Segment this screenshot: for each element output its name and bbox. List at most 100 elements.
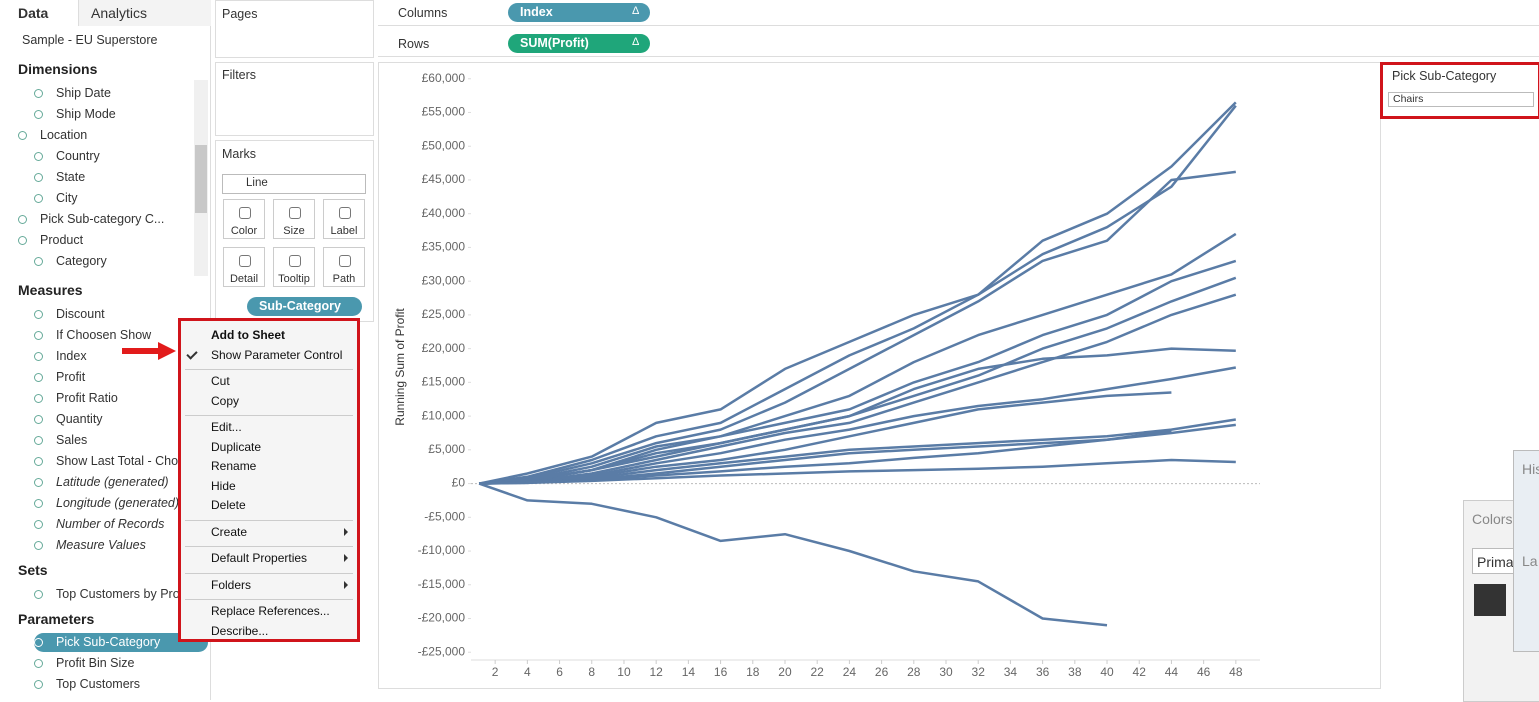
- menu-item[interactable]: Duplicate: [211, 439, 262, 454]
- field-icon: [34, 194, 43, 203]
- field-item[interactable]: Number of Records: [56, 517, 165, 531]
- menu-item[interactable]: Edit...: [211, 420, 242, 434]
- field-icon: [18, 131, 27, 140]
- menu-separator: [185, 519, 353, 521]
- field-item[interactable]: Discount: [56, 307, 105, 321]
- series-line: [479, 232, 1237, 485]
- menu-item[interactable]: Copy: [211, 393, 240, 408]
- selected-highlight: [34, 633, 208, 652]
- series-line: [478, 104, 1237, 485]
- field-item[interactable]: If Choosen Show: [56, 328, 152, 342]
- field-item[interactable]: Profit: [56, 370, 86, 384]
- x-tick-label: 32: [972, 665, 986, 679]
- mark-type-dropdown[interactable]: [222, 174, 366, 194]
- y-tick-label: £10,000: [422, 408, 466, 422]
- menu-item[interactable]: Cut: [211, 374, 230, 388]
- field-item[interactable]: Top Customers: [56, 677, 141, 691]
- history-window: [1513, 450, 1539, 652]
- field-item[interactable]: Show Last Total - Choos: [56, 454, 192, 468]
- field-item[interactable]: Longitude (generated): [56, 496, 180, 510]
- field-icon: [18, 236, 27, 245]
- menu-item[interactable]: Default Properties: [211, 551, 308, 565]
- menu-item[interactable]: Folders: [211, 577, 252, 592]
- field-item[interactable]: Location: [40, 128, 88, 142]
- x-tick-label: 30: [939, 665, 953, 679]
- analytics-tab[interactable]: Analytics: [91, 5, 148, 21]
- x-tick-label: 40: [1100, 665, 1114, 679]
- menu-item[interactable]: Describe...: [211, 623, 269, 638]
- detail-pill[interactable]: Sub-Category: [247, 297, 362, 316]
- dimensions-header: Dimensions: [18, 61, 98, 77]
- field-item[interactable]: Top Customers by Profit: [56, 587, 190, 601]
- field-item[interactable]: Index: [56, 349, 87, 363]
- mark-button[interactable]: Tooltip: [273, 247, 315, 287]
- scroll-thumb: [195, 145, 207, 213]
- field-icon: [34, 152, 43, 161]
- field-item[interactable]: Country: [56, 149, 100, 163]
- x-tick-label: 28: [907, 665, 921, 679]
- marks-label: Marks: [222, 147, 257, 161]
- field-item[interactable]: Measure Values: [56, 538, 146, 552]
- parameter-dropdown[interactable]: Chairs: [1388, 92, 1534, 107]
- field-icon: [34, 499, 43, 508]
- field-icon: [34, 638, 43, 647]
- field-icon: [34, 373, 43, 382]
- mark-button[interactable]: Size: [273, 199, 315, 239]
- series-line: [479, 458, 1236, 485]
- rows-delta: Δ: [632, 36, 640, 48]
- field-item[interactable]: Profit Bin Size: [56, 656, 135, 670]
- field-item[interactable]: Sales: [56, 433, 88, 447]
- menu-item[interactable]: Delete: [211, 498, 246, 512]
- y-axis-title: Running Sum of Profit: [393, 308, 407, 426]
- menu-separator: [185, 572, 353, 574]
- field-icon: [34, 110, 43, 119]
- series-line: [478, 170, 1236, 485]
- field-item[interactable]: Pick Sub-category C...: [40, 212, 165, 226]
- field-item[interactable]: Quantity: [56, 412, 103, 426]
- field-item[interactable]: Ship Mode: [56, 107, 116, 121]
- y-tick-label: -£20,000: [418, 611, 466, 625]
- field-item[interactable]: City: [56, 191, 78, 205]
- menu-item[interactable]: Show Parameter Control: [211, 347, 343, 362]
- x-tick-label: 42: [1133, 665, 1147, 679]
- sets-header: Sets: [18, 562, 48, 578]
- submenu-arrow: [344, 554, 348, 562]
- y-tick-label: £35,000: [422, 240, 466, 254]
- menu-item[interactable]: Hide: [211, 478, 236, 493]
- field-item[interactable]: Category: [56, 254, 107, 268]
- field-item[interactable]: Ship Date: [56, 86, 111, 100]
- x-tick-label: 36: [1036, 665, 1050, 679]
- x-tick-label: 38: [1068, 665, 1082, 679]
- submenu-arrow: [344, 580, 348, 589]
- filters-label: Filters: [222, 68, 257, 82]
- menu-item[interactable]: Rename: [211, 459, 257, 473]
- data-tab[interactable]: Data: [18, 5, 49, 21]
- columns-pill[interactable]: Index: [508, 3, 650, 22]
- x-tick-label: 46: [1197, 665, 1211, 679]
- mark-button[interactable]: Color: [223, 199, 265, 239]
- field-icon: [34, 680, 43, 689]
- mark-button[interactable]: Detail: [223, 247, 265, 287]
- field-item[interactable]: Latitude (generated): [56, 475, 169, 489]
- field-item[interactable]: Pick Sub-Category: [56, 635, 161, 649]
- rows-pill[interactable]: SUM(Profit): [508, 34, 650, 53]
- x-tick-label: 4: [524, 665, 531, 679]
- x-tick-label: 48: [1229, 665, 1243, 679]
- menu-item[interactable]: Replace References...: [211, 604, 330, 618]
- pages-shelf: [215, 0, 374, 58]
- columns-delta: Δ: [632, 5, 640, 17]
- mark-button[interactable]: Label: [323, 199, 365, 239]
- x-tick-label: 10: [617, 665, 631, 679]
- data-source[interactable]: Sample - EU Superstore: [22, 33, 158, 47]
- filters-shelf: [215, 62, 374, 136]
- menu-item[interactable]: Create: [211, 524, 248, 539]
- x-tick-label: 8: [588, 665, 595, 679]
- field-item[interactable]: Product: [40, 233, 84, 247]
- field-item[interactable]: State: [56, 170, 86, 184]
- menu-item[interactable]: Add to Sheet: [211, 328, 285, 342]
- y-tick-label: -£10,000: [418, 543, 466, 557]
- primary-swatch: [1474, 584, 1506, 616]
- mark-button[interactable]: Path: [323, 247, 365, 287]
- x-tick-label: 14: [682, 665, 696, 679]
- field-item[interactable]: Profit Ratio: [56, 391, 118, 405]
